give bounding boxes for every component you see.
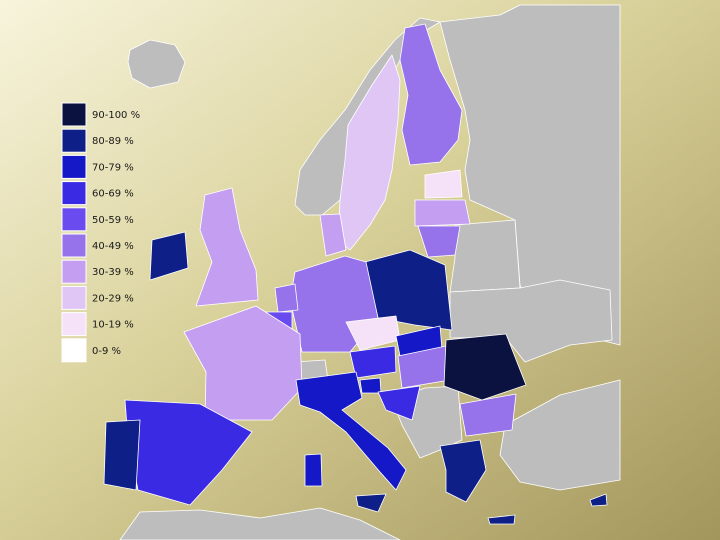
legend-label: 10-19 % [92,320,134,331]
region [195,187,259,307]
region [414,199,471,227]
region [417,225,461,258]
legend-label: 30-39 % [92,267,134,278]
legend-label: 70-79 % [92,162,134,173]
region [359,377,382,394]
region [295,371,407,491]
region [349,345,397,379]
legend-swatch [61,285,87,310]
region [149,231,189,281]
legend: 90-100 % 80-89 % 70-79 % 60-69 % 50-59 % 40-4… [61,102,140,363]
legend-swatch [61,338,87,363]
region [274,283,299,313]
region [589,493,608,507]
region [119,507,401,540]
region [377,385,421,421]
legend-swatch [61,207,87,232]
region [424,169,463,199]
legend-label: 80-89 % [92,136,134,147]
legend-swatch [61,102,87,127]
region [399,23,463,166]
region [459,393,517,437]
region [183,305,303,421]
legend-label: 60-69 % [92,189,134,200]
legend-label: 20-29 % [92,293,134,304]
legend-label: 0-9 % [92,346,121,357]
region [337,54,401,251]
region [443,333,527,401]
region [355,493,387,513]
region [304,453,323,487]
region [103,419,141,491]
legend-swatch [61,233,87,258]
region [499,379,621,491]
region [319,213,347,257]
legend-label: 90-100 % [92,110,140,121]
legend-swatch [61,154,87,179]
legend-label: 40-49 % [92,241,134,252]
region [487,514,516,525]
region [439,439,487,503]
regions [103,4,621,540]
legend-label: 50-59 % [92,215,134,226]
region [127,39,186,89]
legend-swatch [61,259,87,284]
legend-swatch [61,181,87,206]
legend-swatch [61,312,87,337]
region [449,219,521,293]
legend-swatch [61,128,87,153]
